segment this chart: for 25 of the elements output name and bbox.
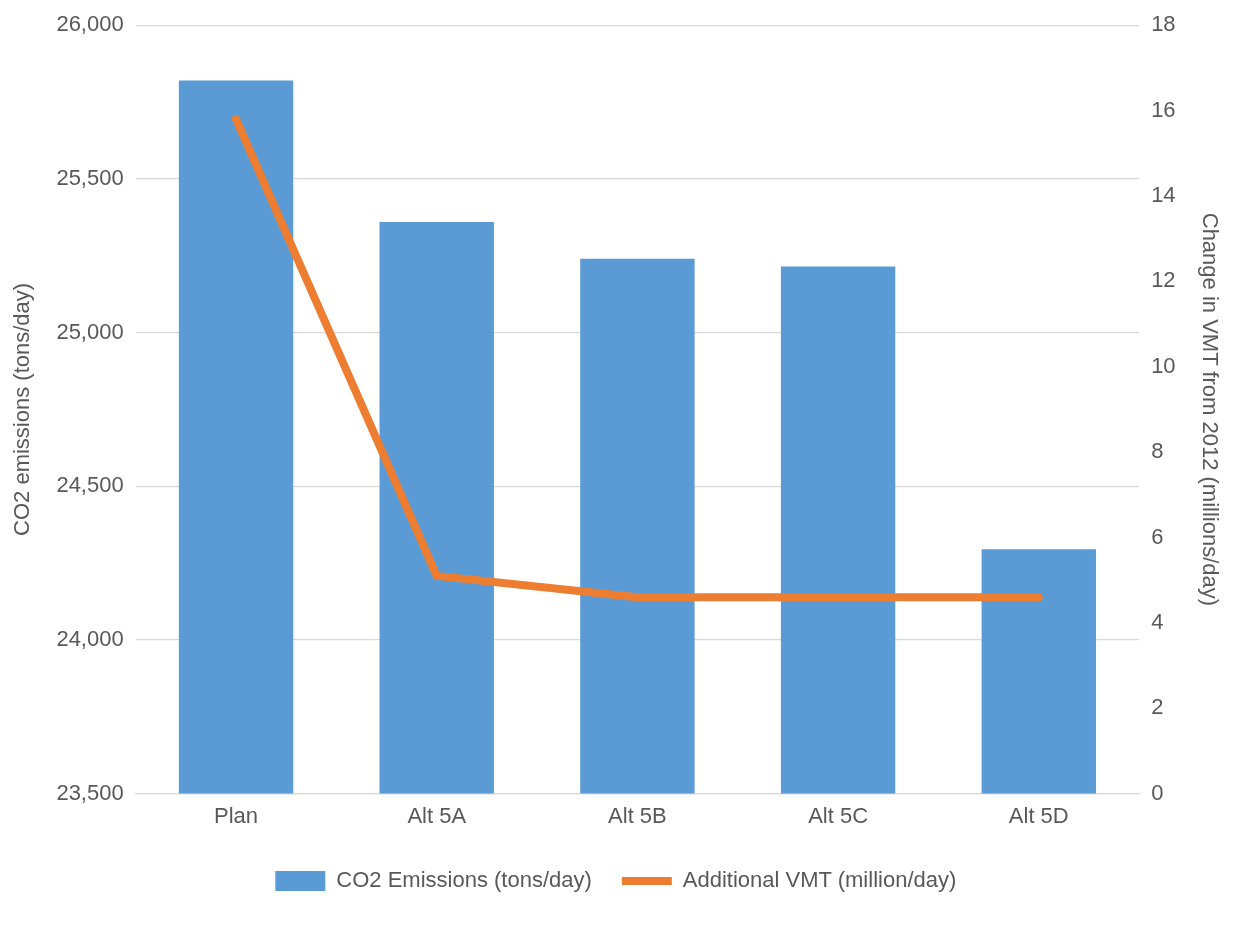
x-tick-label: Alt 5D — [1008, 802, 1069, 828]
x-tick-label: Alt 5C — [808, 802, 869, 828]
y2-tick-label: 4 — [1151, 608, 1164, 634]
y-tick-label: 24,000 — [56, 625, 124, 651]
y2-tick-label: 8 — [1151, 438, 1164, 464]
legend-label: Additional VMT (million/day) — [682, 867, 957, 893]
x-tick-label: Alt 5A — [407, 802, 467, 828]
y2-tick-label: 10 — [1151, 352, 1176, 378]
y-tick-label: 25,000 — [56, 318, 124, 344]
y-tick-label: 23,500 — [56, 779, 124, 805]
y2-tick-label: 6 — [1151, 523, 1164, 549]
y2-tick-label: 2 — [1151, 694, 1164, 720]
y2-tick-label: 18 — [1151, 11, 1176, 37]
x-tick-label: Alt 5B — [608, 802, 667, 828]
y2-tick-label: 16 — [1151, 96, 1176, 122]
legend-label: CO2 Emissions (tons/day) — [336, 867, 592, 893]
y2-tick-label: 14 — [1151, 182, 1176, 208]
y2-axis-title: Change in VMT from 2012 (millions/day) — [1197, 212, 1223, 607]
y-tick-label: 26,000 — [56, 11, 124, 37]
y-tick-label: 25,500 — [56, 164, 124, 190]
y-axis-title: CO2 emissions (tons/day) — [9, 282, 35, 536]
y2-tick-label: 12 — [1151, 267, 1176, 293]
y2-tick-label: 0 — [1151, 779, 1164, 805]
y-tick-label: 24,500 — [56, 472, 124, 498]
x-tick-label: Plan — [214, 802, 259, 828]
